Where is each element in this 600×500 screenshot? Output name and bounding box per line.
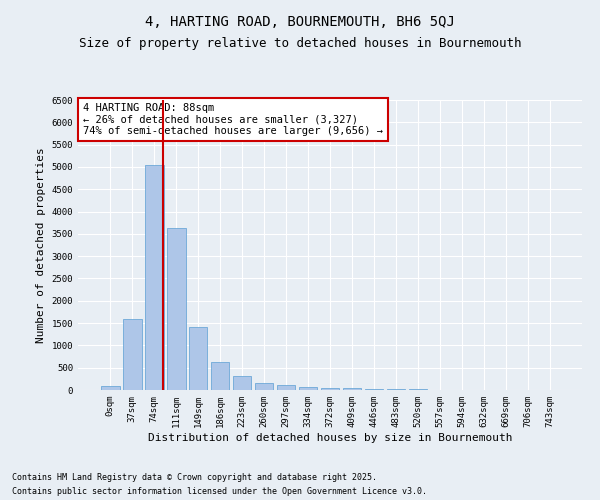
Bar — [255, 383, 274, 390]
X-axis label: Distribution of detached houses by size in Bournemouth: Distribution of detached houses by size … — [148, 432, 512, 442]
Bar — [386, 389, 405, 390]
Bar — [233, 376, 251, 390]
Bar — [167, 228, 185, 390]
Bar — [320, 388, 340, 390]
Bar — [211, 362, 229, 390]
Bar — [189, 326, 208, 390]
Bar — [299, 387, 317, 390]
Bar — [277, 386, 295, 390]
Text: 4 HARTING ROAD: 88sqm
← 26% of detached houses are smaller (3,327)
74% of semi-d: 4 HARTING ROAD: 88sqm ← 26% of detached … — [83, 103, 383, 136]
Bar — [365, 389, 383, 390]
Bar — [123, 318, 142, 390]
Text: 4, HARTING ROAD, BOURNEMOUTH, BH6 5QJ: 4, HARTING ROAD, BOURNEMOUTH, BH6 5QJ — [145, 15, 455, 29]
Bar — [145, 164, 164, 390]
Text: Contains HM Land Registry data © Crown copyright and database right 2025.: Contains HM Land Registry data © Crown c… — [12, 474, 377, 482]
Text: Contains public sector information licensed under the Open Government Licence v3: Contains public sector information licen… — [12, 487, 427, 496]
Y-axis label: Number of detached properties: Number of detached properties — [36, 147, 46, 343]
Bar — [101, 386, 119, 390]
Bar — [343, 388, 361, 390]
Text: Size of property relative to detached houses in Bournemouth: Size of property relative to detached ho… — [79, 38, 521, 51]
